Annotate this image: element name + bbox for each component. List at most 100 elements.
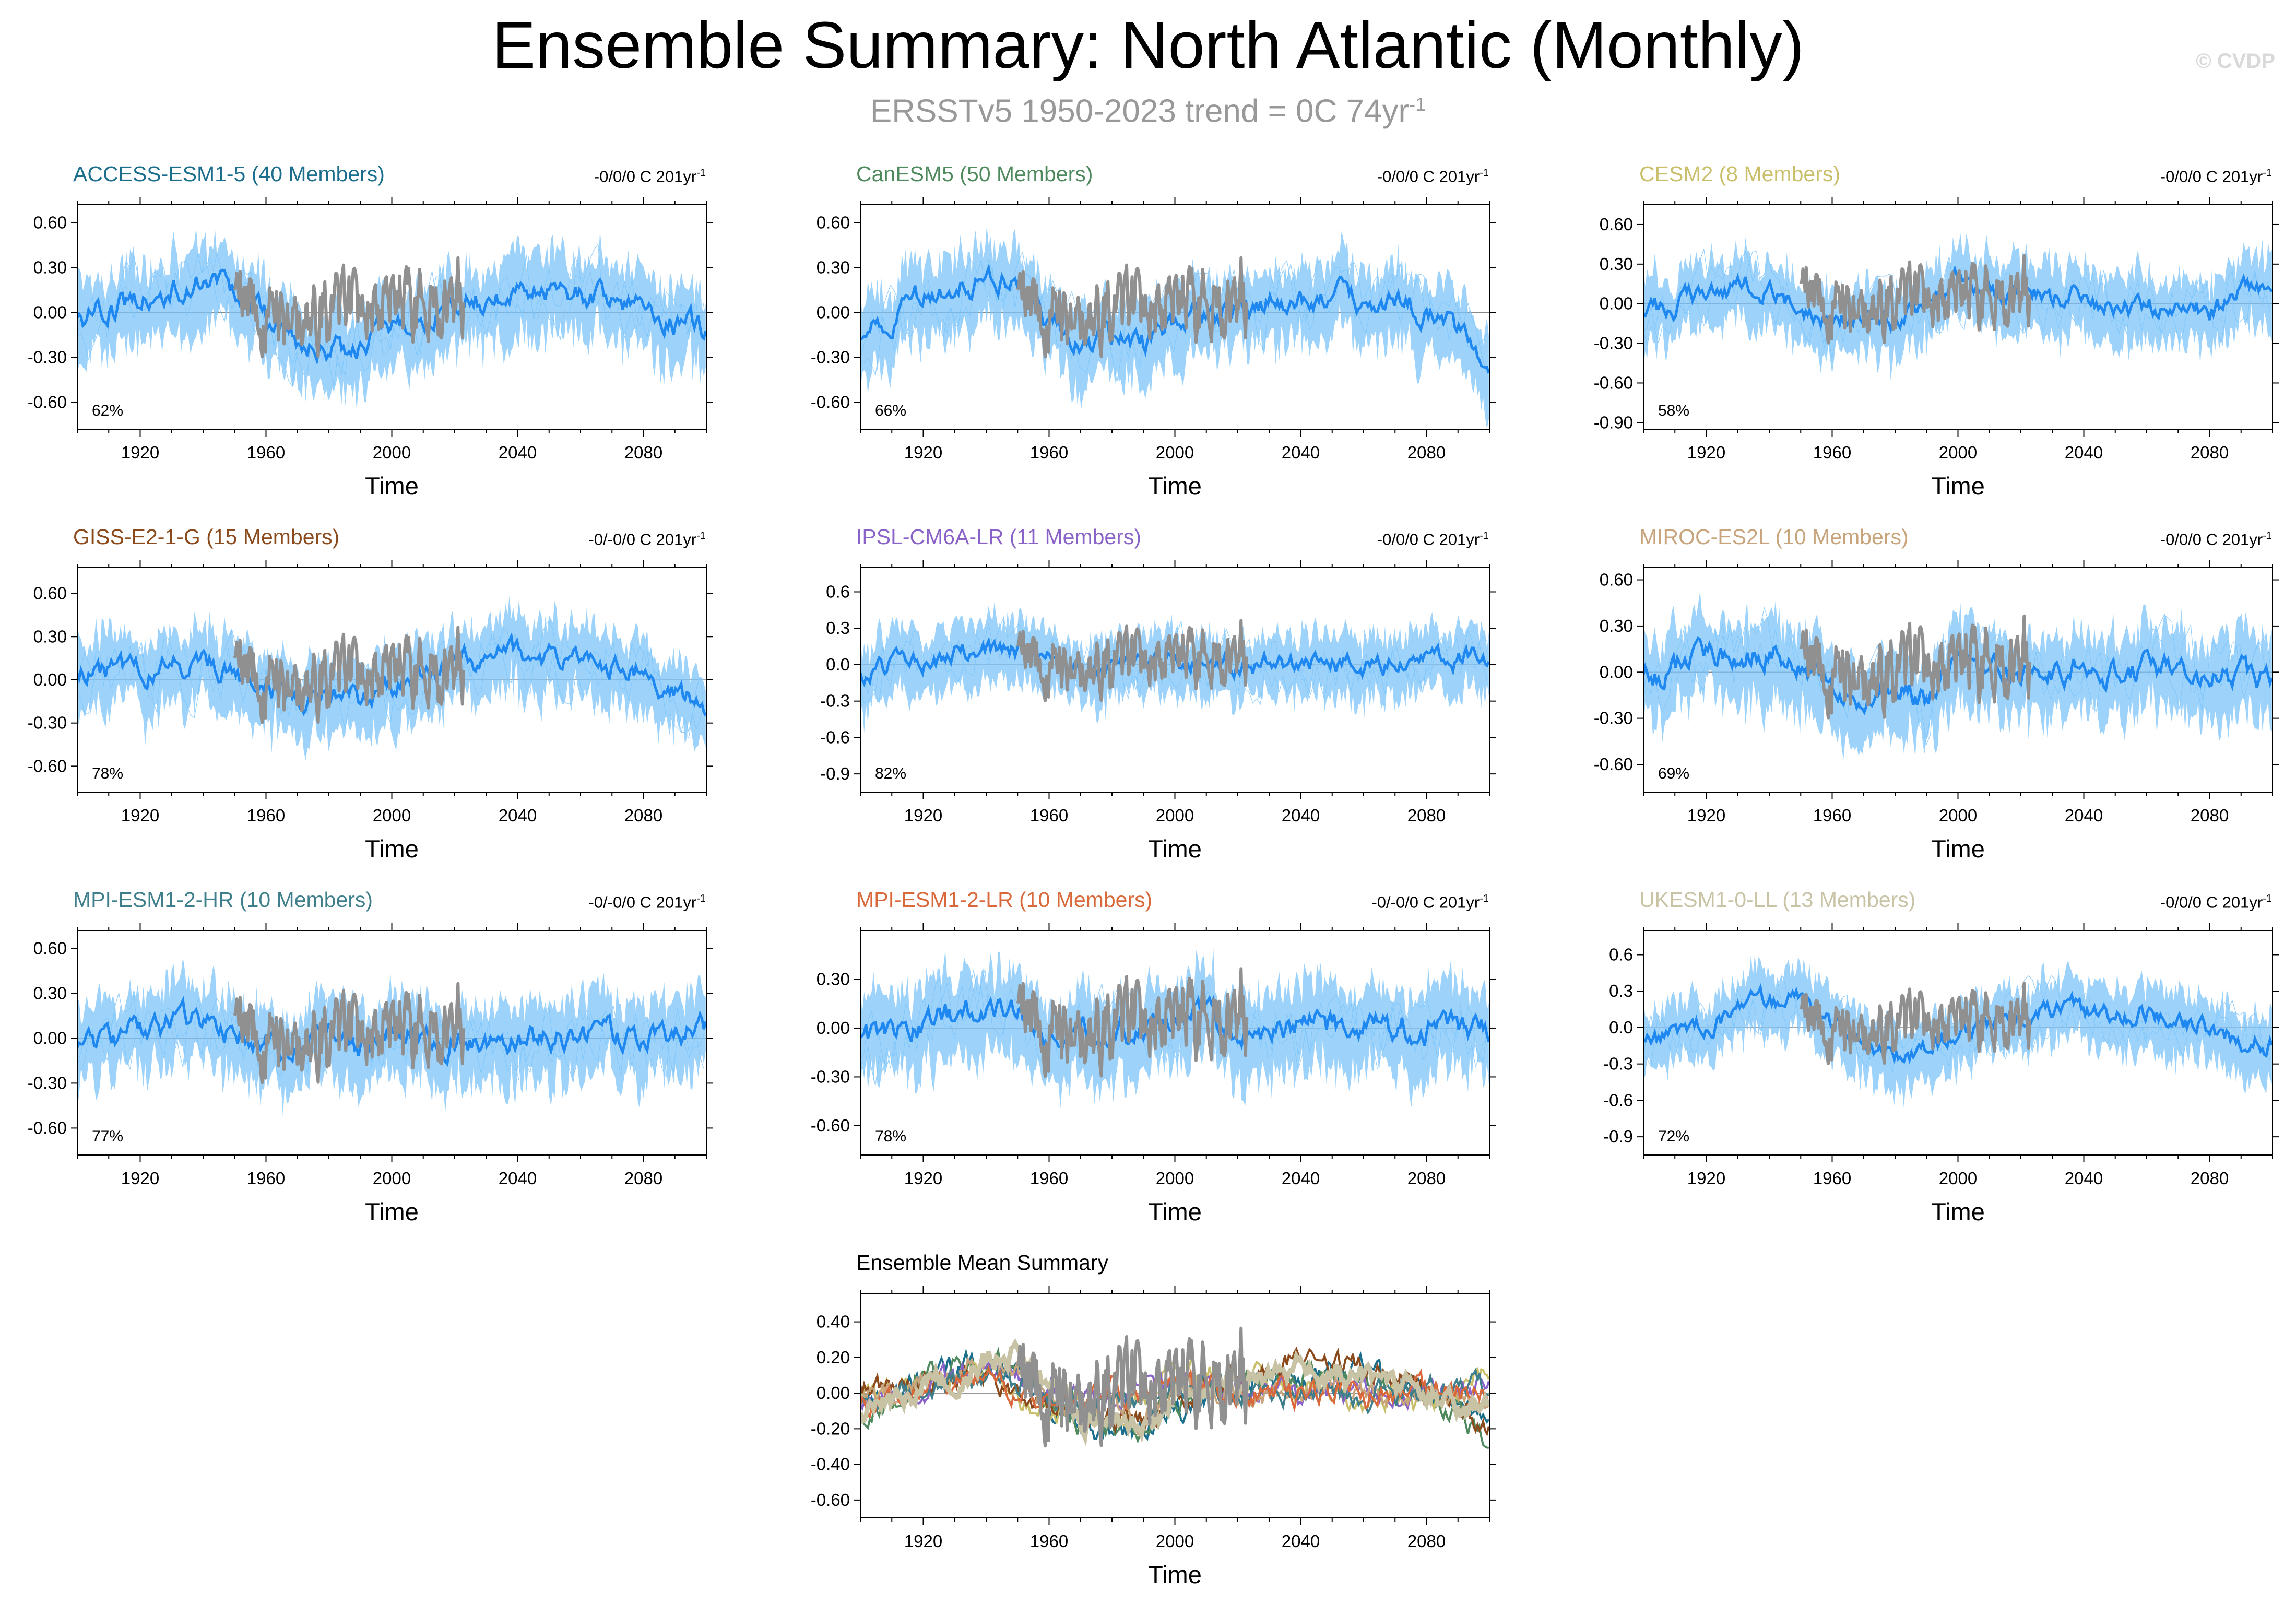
ensemble-member-line [77, 253, 704, 376]
x-axis-label: Time [365, 472, 419, 500]
panel-title: ACCESS-ESM1-5 (40 Members) [73, 162, 385, 186]
chart-panel: MIROC-ES2L (10 Members) -0/0/0 C 201yr-1-… [1566, 520, 2296, 885]
y-tick-label: 0.6 [826, 582, 850, 601]
observed-line [1016, 256, 1248, 359]
chart-panel: IPSL-CM6A-LR (11 Members) -0/0/0 C 201yr-… [783, 520, 1551, 885]
panel-trend-label: -0/0/0 C 201yr-1 [2160, 530, 2272, 549]
plot-area [860, 602, 1489, 733]
chart-panel: ACCESS-ESM1-5 (40 Members) -0/0/0 C 201yr… [0, 157, 767, 522]
chart-svg: -0.90 -0.60 -0.30 0.00 0.30 0.60 1920 1960 2000 2… [1594, 197, 2279, 500]
y-tick-label: 0.30 [1600, 254, 1633, 274]
panel-title: MPI-ESM1-2-LR (10 Members) [856, 888, 1153, 912]
x-tick-label: 2080 [2191, 806, 2229, 825]
trend-superscript: -1 [696, 530, 706, 541]
y-tick-label: 0.30 [1600, 616, 1633, 635]
x-tick-label: 2000 [1156, 1169, 1194, 1188]
observed-line [233, 982, 465, 1084]
y-tick-label: -0.30 [1594, 334, 1633, 353]
y-tick-label: -0.30 [28, 713, 67, 733]
x-tick-label: 1920 [121, 1169, 159, 1188]
ensemble-member-line [77, 627, 704, 739]
trend-superscript: -1 [1480, 893, 1489, 904]
y-tick-label: 0.60 [1600, 570, 1633, 590]
y-tick-label: 0.00 [33, 670, 67, 689]
panel-trend-label: -0/-0/0 C 201yr-1 [1371, 893, 1489, 912]
y-tick-label: 0.60 [816, 213, 850, 232]
subtitle-superscript: -1 [1409, 93, 1426, 115]
y-tick-label: 0.6 [1609, 945, 1633, 964]
pct-label: 66% [875, 402, 906, 419]
y-tick-label: -0.6 [820, 727, 850, 747]
x-tick-label: 2000 [373, 806, 411, 825]
y-tick-label: 0.00 [816, 302, 850, 322]
y-tick-label: -0.90 [1594, 412, 1633, 432]
chart-svg: -0.60 -0.30 0.00 0.30 0.60 1920 1960 2000 2040 20… [1594, 560, 2279, 863]
ensemble-mean-line [77, 632, 706, 716]
y-tick-label: -0.9 [820, 764, 850, 783]
y-tick-label: -0.30 [28, 347, 67, 367]
x-tick-label: 1960 [1030, 443, 1068, 462]
panel-title: CESM2 (8 Members) [1639, 162, 1841, 186]
y-tick-label: -0.6 [1603, 1090, 1633, 1110]
y-tick-label: 0.3 [1609, 981, 1633, 1000]
ensemble-mean-line [860, 263, 1489, 374]
ensemble-member-line [77, 243, 704, 388]
trend-text: -0/0/0 C 201yr [2160, 167, 2263, 186]
x-tick-label: 2000 [1939, 806, 1977, 825]
observed-line [1016, 619, 1248, 702]
panel-trend-label: -0/0/0 C 201yr-1 [594, 167, 706, 186]
y-tick-label: 0.00 [33, 1028, 67, 1047]
x-tick-label: 1960 [1030, 1531, 1068, 1551]
y-tick-label: 0.60 [1600, 215, 1633, 234]
x-tick-label: 2040 [499, 806, 537, 825]
y-tick-label: 0.30 [33, 627, 67, 646]
y-tick-label: -0.3 [820, 691, 850, 711]
x-tick-label: 2000 [373, 1169, 411, 1188]
x-tick-label: 2040 [1282, 443, 1320, 462]
x-tick-label: 2080 [2191, 1169, 2229, 1188]
plot-area [1643, 954, 2273, 1108]
ensemble-spread-band [860, 225, 1489, 429]
x-tick-label: 2000 [1156, 1531, 1194, 1551]
x-axis-label: Time [365, 835, 419, 863]
chart-svg: -0.60 -0.30 0.00 0.30 0.60 1920 1960 2000 2040 20… [28, 923, 713, 1225]
y-tick-label: 0.30 [33, 257, 67, 277]
panel-trend-label: -0/0/0 C 201yr-1 [2160, 167, 2272, 186]
x-axis-label: Time [1148, 835, 1202, 863]
chart-svg: -0.60 -0.30 0.00 0.30 0.60 1920 1960 2000 2040 20… [28, 197, 713, 500]
chart-svg: -0.60 -0.30 0.00 0.30 1920 1960 2000 2040 2080 Ti… [811, 923, 1496, 1225]
panel-title: UKESM1-0-LL (13 Members) [1639, 888, 1916, 912]
x-tick-label: 2040 [2065, 806, 2103, 825]
x-axis-label: Time [1931, 472, 1985, 500]
panel-title: GISS-E2-1-G (15 Members) [73, 525, 340, 549]
x-tick-label: 2000 [373, 443, 411, 462]
x-tick-label: 2080 [1407, 1531, 1446, 1551]
panel-title: Ensemble Mean Summary [856, 1251, 1109, 1275]
x-tick-label: 2040 [2065, 443, 2103, 462]
x-tick-label: 1920 [904, 1169, 942, 1188]
observed-line [1016, 1326, 1248, 1448]
y-tick-label: 0.30 [816, 257, 850, 277]
plot-area [1643, 233, 2273, 381]
x-tick-label: 2000 [1939, 1169, 1977, 1188]
x-tick-label: 1960 [247, 443, 285, 462]
ensemble-spread-band [1643, 954, 2272, 1108]
y-tick-label: 0.0 [826, 655, 850, 674]
x-tick-label: 2080 [2191, 443, 2229, 462]
x-tick-label: 1920 [121, 806, 159, 825]
ensemble-member-line [1643, 990, 2270, 1068]
ensemble-mean-line [77, 268, 706, 366]
plot-area [860, 225, 1489, 429]
y-tick-label: 0.40 [816, 1312, 850, 1331]
trend-superscript: -1 [2263, 893, 2272, 904]
watermark: © CVDP [2196, 50, 2275, 73]
trend-text: -0/-0/0 C 201yr [1371, 893, 1480, 912]
y-tick-label: -0.60 [811, 1116, 850, 1135]
plot-area [77, 957, 706, 1117]
x-tick-label: 1920 [904, 443, 942, 462]
chart-panel: MPI-ESM1-2-HR (10 Members) -0/-0/0 C 201y… [0, 882, 767, 1248]
pct-label: 82% [875, 765, 906, 782]
x-tick-label: 2080 [624, 806, 662, 825]
x-tick-label: 1960 [247, 806, 285, 825]
x-tick-label: 1960 [1813, 806, 1851, 825]
